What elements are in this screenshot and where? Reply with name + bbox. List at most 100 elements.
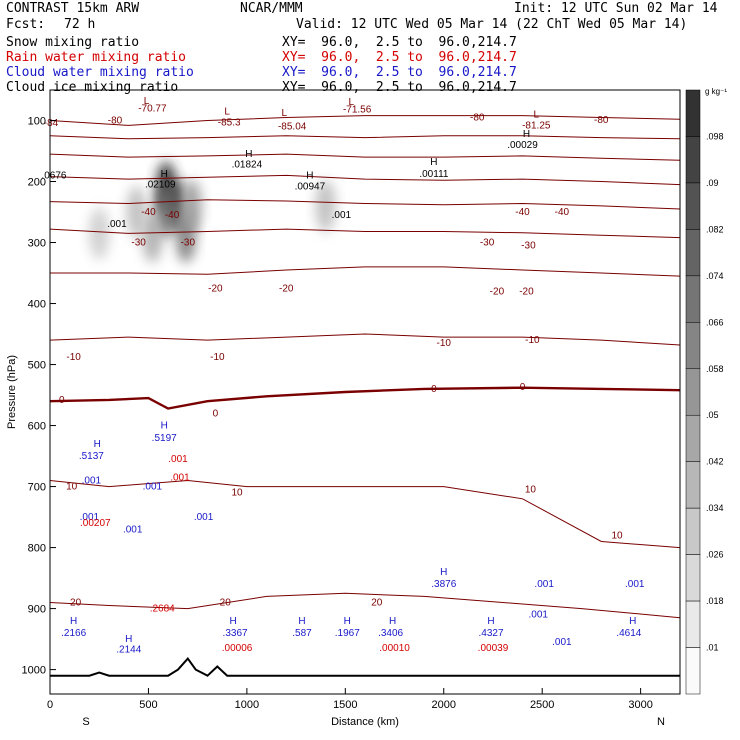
colorbar-swatch bbox=[685, 368, 701, 416]
min-temperature-label: -85.3 bbox=[218, 117, 241, 128]
colorbar-tick-label: .042 bbox=[706, 457, 724, 467]
colorbar-swatch bbox=[685, 507, 701, 555]
low-marker: L bbox=[534, 109, 540, 120]
temperature-contour-label: -30 bbox=[181, 238, 196, 249]
high-marker: H bbox=[306, 170, 313, 181]
temperature-contour bbox=[49, 135, 681, 140]
header-init: Init: 12 UTC Sun 02 Mar 14 bbox=[514, 1, 718, 16]
snow-shading-blob bbox=[142, 210, 163, 263]
legend-rain-label: Rain water mixing ratio bbox=[6, 50, 187, 65]
cloud-water-value-label: .1967 bbox=[335, 628, 360, 639]
cloud-water-value-label: .3876 bbox=[431, 579, 456, 590]
colorbar-tick-label: .074 bbox=[706, 271, 724, 281]
x-axis-title: Distance (km) bbox=[331, 716, 399, 728]
high-marker: H bbox=[389, 616, 396, 627]
x-tick-label: 1500 bbox=[333, 699, 357, 711]
x-tick-label: 500 bbox=[139, 699, 157, 711]
cloud-water-value-label: .3367 bbox=[223, 628, 248, 639]
colorbar-swatch bbox=[685, 322, 701, 370]
y-axis-title: Pressure (hPa) bbox=[6, 355, 18, 429]
min-temperature-label: -71.56 bbox=[343, 105, 372, 116]
legend-ice-label: Cloud ice mixing ratio bbox=[6, 80, 179, 95]
cloud-water-value-label: .4614 bbox=[616, 628, 641, 639]
ice-value-label: .0676 bbox=[41, 170, 66, 181]
cloud-water-value-label: .001 bbox=[552, 637, 572, 648]
header-center: NCAR/MMM bbox=[240, 1, 303, 16]
colorbar-swatch bbox=[685, 275, 701, 323]
colorbar-tick-label: .026 bbox=[706, 550, 724, 560]
colorbar-tick-label: .058 bbox=[706, 364, 724, 374]
temperature-contour bbox=[50, 266, 681, 277]
header-fcst-label: Fcst: bbox=[6, 17, 46, 32]
y-tick-label: 500 bbox=[28, 360, 46, 372]
cloud-water-value-label: .001 bbox=[123, 524, 143, 535]
temperature-contour bbox=[49, 228, 681, 239]
low-marker: L bbox=[144, 96, 150, 107]
legend-snow-xy: XY= 96.0, 2.5 to 96.0,214.7 bbox=[282, 35, 517, 50]
high-marker: H bbox=[245, 149, 252, 160]
temperature-contour-label: -40 bbox=[141, 207, 156, 218]
temperature-contour-label: -10 bbox=[525, 335, 540, 346]
temperature-contour-label: -10 bbox=[437, 338, 452, 349]
y-tick-label: 600 bbox=[28, 421, 46, 433]
high-marker: H bbox=[161, 169, 168, 180]
ice-value-label: .00111 bbox=[419, 169, 449, 180]
x-tick-label: 2000 bbox=[432, 699, 456, 711]
high-marker: H bbox=[487, 616, 494, 627]
high-marker: H bbox=[229, 616, 236, 627]
colorbar-unit: g kg⁻¹ bbox=[705, 87, 727, 96]
colorbar-swatch bbox=[685, 89, 701, 137]
y-tick-label: 700 bbox=[28, 482, 46, 494]
high-marker: H bbox=[523, 129, 530, 140]
snow-shading-blob bbox=[181, 179, 202, 232]
cloud-water-value-label: .001 bbox=[534, 579, 554, 590]
high-marker: H bbox=[629, 616, 636, 627]
ice-value-label: .01824 bbox=[232, 159, 263, 170]
ice-value-label: .00947 bbox=[295, 181, 326, 192]
colorbar-tick-label: .05 bbox=[706, 410, 719, 420]
high-marker: H bbox=[440, 567, 447, 578]
ice-value-label: .02109 bbox=[145, 180, 176, 191]
y-tick-label: 400 bbox=[28, 299, 46, 311]
temperature-contour-label: -40 bbox=[555, 207, 570, 218]
rain-value-label: .001 bbox=[168, 454, 188, 465]
cloud-water-value-label: .2166 bbox=[61, 628, 86, 639]
temperature-contour-label: 10 bbox=[66, 482, 78, 493]
temperature-contour-label: -80 bbox=[470, 112, 485, 123]
cloud-water-value-label: .001 bbox=[82, 475, 102, 486]
temperature-contour-label: 10 bbox=[525, 485, 537, 496]
cloud-water-value-label: .001 bbox=[80, 512, 100, 523]
ice-value-label: .001 bbox=[107, 219, 127, 230]
x-tick-label: 2500 bbox=[530, 699, 554, 711]
legend-snow-label: Snow mixing ratio bbox=[6, 35, 140, 50]
snow-shading-blob bbox=[126, 186, 147, 239]
min-temperature-label: -84 bbox=[44, 118, 59, 129]
x-tick-label: 0 bbox=[47, 699, 53, 711]
legend-ice-xy: XY= 96.0, 2.5 to 96.0,214.7 bbox=[282, 80, 517, 95]
y-tick-label: 900 bbox=[28, 604, 46, 616]
rain-value-label: .00207 bbox=[80, 518, 111, 529]
temperature-contour-label: -30 bbox=[131, 238, 146, 249]
temperature-contour-label: -20 bbox=[208, 283, 223, 294]
temperature-contour-label: -20 bbox=[519, 286, 534, 297]
temperature-contour-label: 20 bbox=[220, 597, 232, 608]
snow-shading-blob bbox=[315, 179, 336, 232]
temperature-contour-label: 0 bbox=[520, 382, 526, 393]
y-tick-label: 200 bbox=[28, 177, 46, 189]
y-tick-label: 100 bbox=[28, 116, 46, 128]
colorbar-tick-label: .018 bbox=[706, 596, 724, 606]
colorbar-swatch bbox=[685, 461, 701, 509]
y-tick-label: 800 bbox=[28, 543, 46, 555]
colorbar-swatch bbox=[685, 182, 701, 230]
temperature-contour-label: -40 bbox=[515, 207, 530, 218]
legend-cloud-label: Cloud water mixing ratio bbox=[6, 65, 194, 80]
header-model: CONTRAST 15km ARW bbox=[6, 1, 140, 16]
low-marker: L bbox=[282, 108, 288, 119]
colorbar-swatch bbox=[685, 414, 701, 462]
colorbar-tick-label: .01 bbox=[706, 643, 719, 653]
cloud-water-value-label: .2144 bbox=[116, 644, 141, 655]
temperature-contour-label: 0 bbox=[431, 384, 437, 395]
x-end-label-left: S bbox=[82, 716, 89, 728]
temperature-contour-label: -10 bbox=[210, 352, 225, 363]
temperature-contour bbox=[49, 153, 681, 161]
